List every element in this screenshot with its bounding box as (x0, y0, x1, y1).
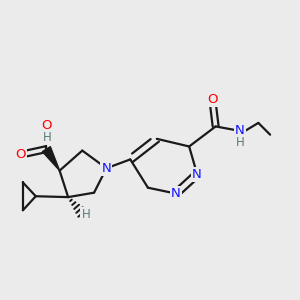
Text: N: N (192, 168, 202, 181)
Text: N: N (235, 124, 245, 137)
Polygon shape (42, 147, 60, 171)
Text: O: O (207, 93, 218, 106)
Text: O: O (15, 148, 26, 161)
Text: H: H (43, 131, 51, 144)
Text: N: N (101, 162, 111, 175)
Text: H: H (81, 208, 90, 221)
Text: N: N (171, 187, 181, 200)
Text: H: H (236, 136, 245, 148)
Text: O: O (41, 119, 52, 132)
